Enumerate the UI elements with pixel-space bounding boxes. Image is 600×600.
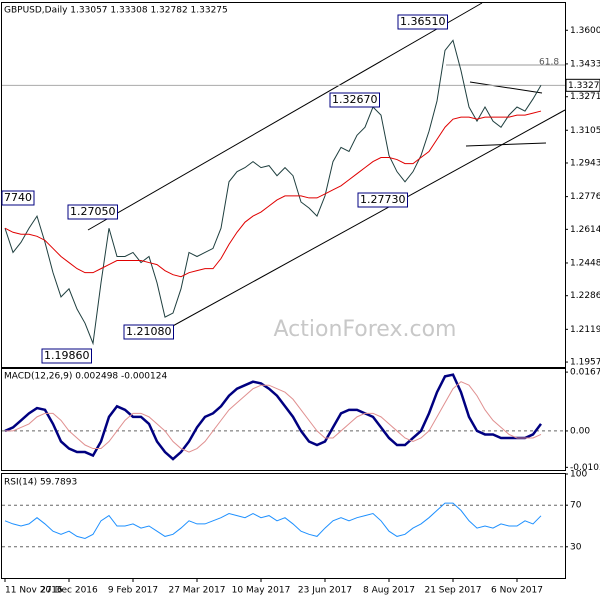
annotation-box — [357, 192, 408, 208]
x-tick-label: 6 Nov 2017 — [491, 586, 543, 596]
y-tick-label: 1.34335 — [570, 59, 600, 69]
y-tick-label: 0.016719 — [570, 368, 600, 378]
annotation: 1.27050 — [70, 205, 116, 218]
y-tick-label: 70 — [570, 501, 582, 511]
y-tick-label: 1.19575 — [570, 358, 600, 368]
triangle-upper — [469, 81, 543, 94]
main-frame — [1, 2, 566, 368]
trend-lines — [87, 2, 566, 334]
y-tick-label: -0.010346 — [570, 463, 600, 473]
macd-title: MACD(12,26,9) 0.002498 -0.000124 — [4, 372, 167, 382]
x-tick-label: 10 May 2017 — [232, 586, 291, 596]
x-tick-label: 27 Dec 2016 — [40, 586, 98, 596]
y-tick-label: 1.24480 — [570, 258, 600, 268]
annotation-box — [67, 204, 118, 220]
annotation: 1.21080 — [126, 325, 172, 338]
annotation: 1.27730 — [360, 193, 406, 206]
series-line — [4, 39, 542, 346]
annotation: 7740 — [4, 191, 32, 204]
last-price-box — [565, 78, 600, 92]
y-tick-label: 1.26145 — [570, 225, 600, 235]
annotation-box — [397, 14, 448, 30]
main-title: GBPUSD,Daily 1.33057 1.33308 1.32782 1.3… — [4, 6, 228, 16]
x-tick-label: 21 Sep 2017 — [424, 586, 481, 596]
y-tick-label: 1.31050 — [570, 126, 600, 136]
x-tick-label: 23 Jun 2017 — [298, 586, 352, 596]
annotation-box — [1, 190, 35, 206]
annotation: 61.8 — [539, 58, 559, 68]
annotation-box — [41, 348, 92, 364]
y-tick-label: 1.36000 — [570, 26, 600, 36]
y-tick-label: 1.22860 — [570, 291, 600, 301]
y-tick-label: 1.21195 — [570, 325, 600, 335]
annotation-box — [329, 92, 380, 108]
annotation: 1.19860 — [44, 349, 90, 362]
x-tick-label: 27 Mar 2017 — [168, 586, 225, 596]
rsi-title: RSI(14) 59.7893 — [4, 478, 77, 488]
rsi-frame — [1, 473, 566, 579]
series-line — [4, 502, 542, 540]
macd-frame — [1, 368, 566, 471]
triangle-lower — [465, 142, 547, 147]
channel-lower — [159, 109, 566, 334]
x-tick-label: 11 Nov 2016 — [5, 586, 63, 596]
series-line — [4, 373, 542, 461]
y-tick-label: 0.00 — [570, 426, 590, 436]
annotation: 1.36510 — [400, 15, 446, 28]
annotation: 1.32670 — [332, 93, 378, 106]
last-price-label: 1.33275 — [568, 81, 600, 91]
annotation-box — [123, 324, 174, 340]
channel-upper — [87, 2, 483, 231]
watermark: ActionForex.com — [274, 317, 457, 342]
series-line — [5, 381, 542, 453]
x-tick-label: 8 Aug 2017 — [363, 586, 415, 596]
y-tick-label: 1.27765 — [570, 192, 600, 202]
y-tick-label: 30 — [570, 542, 582, 552]
y-tick-label: 1.32710 — [570, 92, 600, 102]
x-tick-label: 9 Feb 2017 — [108, 586, 158, 596]
series-line — [4, 110, 542, 278]
y-tick-label: 1.29430 — [570, 158, 600, 168]
y-tick-label: 100 — [570, 470, 587, 480]
